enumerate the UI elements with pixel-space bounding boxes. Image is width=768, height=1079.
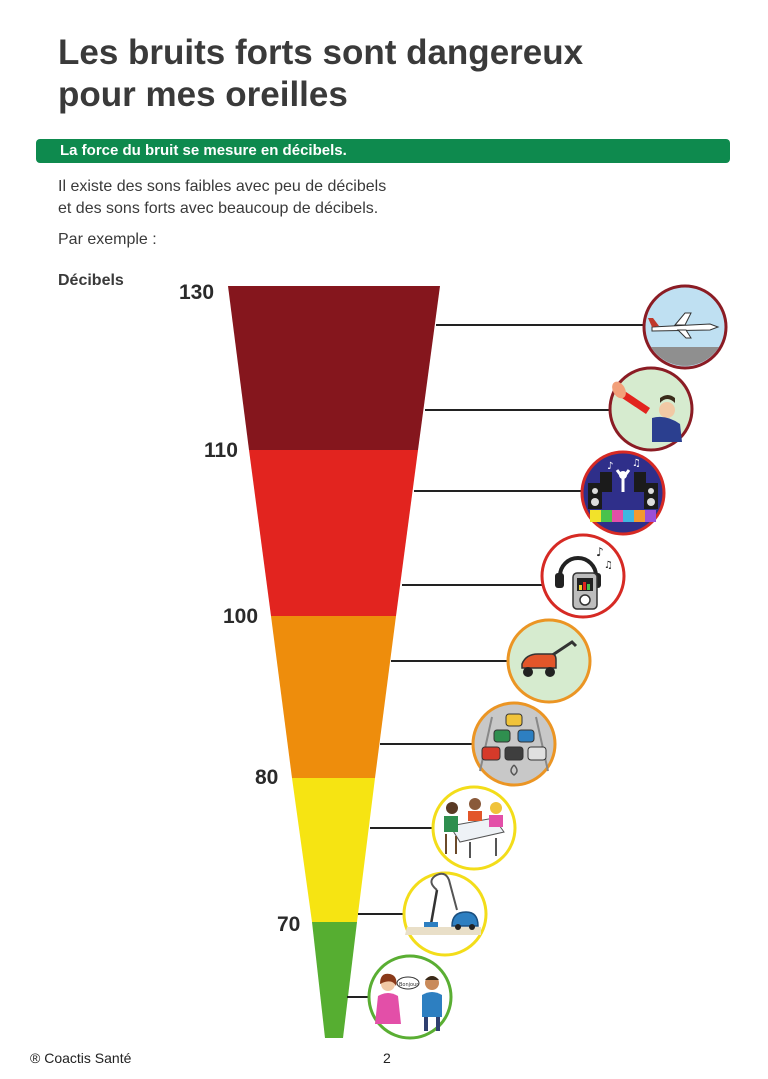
restaurant-icon (431, 785, 517, 871)
svg-text:♫: ♫ (632, 458, 641, 469)
title-line-2: pour mes oreilles (58, 75, 348, 114)
intro-line-2: et des sons forts avec beaucoup de décib… (58, 200, 379, 217)
band-100 (271, 616, 396, 778)
svg-text:Bonjour: Bonjour (399, 982, 419, 988)
trumpet-icon (608, 366, 694, 452)
page-number: 2 (383, 1050, 391, 1066)
band-70 (312, 922, 357, 1038)
label-80: 80 (255, 766, 279, 789)
svg-text:♫: ♫ (604, 560, 613, 571)
section-banner: La force du bruit se mesure en décibels. (36, 139, 730, 163)
example-text: Par exemple : (58, 231, 157, 248)
concert-icon: ♪ ♫ (580, 450, 666, 536)
decibels-axis-title: Décibels (58, 272, 124, 289)
label-100: 100 (223, 605, 259, 628)
band-130 (228, 286, 440, 450)
intro-text: Il existe des sons faibles avec peu de d… (58, 176, 386, 220)
traffic-icon (471, 701, 557, 787)
copyright: ® Coactis Santé (30, 1050, 132, 1066)
conversation-icon: Bonjour (367, 954, 453, 1040)
intro-line-1: Il existe des sons faibles avec peu de d… (58, 178, 387, 195)
lawnmower-icon (506, 618, 592, 704)
airplane-icon (642, 284, 728, 370)
svg-text:♪: ♪ (607, 461, 613, 472)
label-70: 70 (277, 913, 301, 936)
band-80 (292, 778, 375, 922)
band-110 (249, 450, 418, 616)
vacuum-icon (402, 871, 488, 957)
label-110: 110 (204, 439, 238, 462)
headphones-icon: ♪ ♫ (540, 533, 626, 619)
svg-text:♪: ♪ (596, 545, 604, 559)
page-title: Les bruits forts sont dangereux pour mes… (58, 32, 738, 116)
title-line-1: Les bruits forts sont dangereux (58, 33, 584, 72)
label-130: 130 (179, 281, 215, 304)
